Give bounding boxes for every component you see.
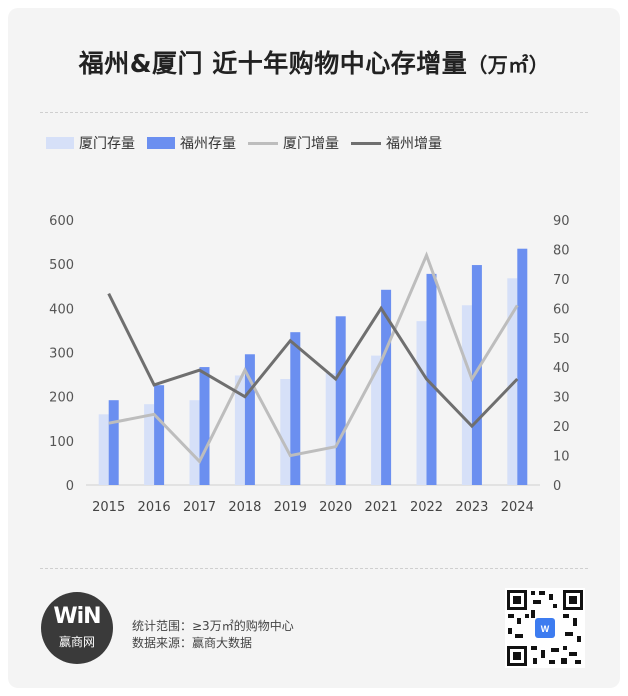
- right-axis-tick-label: 60: [553, 302, 570, 317]
- left-axis-tick-label: 0: [66, 479, 74, 494]
- left-axis-tick-label: 400: [49, 302, 74, 317]
- bar-xiamen-stock: [280, 379, 291, 485]
- legend-swatch-xiamen-increment: [248, 141, 278, 145]
- legend-item-fuzhou-stock: 福州存量: [147, 133, 236, 153]
- left-axis-tick-label: 500: [49, 258, 74, 273]
- bar-fuzhou-stock: [154, 385, 165, 485]
- right-axis-tick-label: 50: [553, 332, 570, 347]
- legend-swatch-xiamen-stock: [46, 137, 74, 149]
- legend-label-fuzhou-increment: 福州增量: [386, 136, 442, 152]
- legend-item-xiamen-increment: 厦门增量: [248, 133, 339, 153]
- right-axis-tick-label: 30: [553, 391, 570, 406]
- bar-xiamen-stock: [144, 404, 155, 485]
- right-axis-tick-label: 70: [553, 273, 570, 288]
- bar-fuzhou-stock: [517, 248, 528, 485]
- legend-item-fuzhou-increment: 福州增量: [351, 133, 442, 153]
- bar-fuzhou-stock: [290, 332, 301, 485]
- x-axis-tick-label: 2017: [183, 500, 216, 515]
- legend-label-fuzhou-stock: 福州存量: [180, 136, 236, 152]
- line-xiamen-increment: [108, 251, 519, 465]
- bar-fuzhou-stock: [426, 273, 437, 485]
- logo-mark: WiN: [53, 604, 101, 629]
- line-fuzhou-increment: [107, 292, 519, 429]
- bar-xiamen-stock: [325, 373, 336, 485]
- legend-swatch-fuzhou-stock: [147, 137, 175, 149]
- legend-label-xiamen-increment: 厦门增量: [283, 136, 339, 152]
- chart-legend: 厦门存量 福州存量 厦门增量 福州增量: [46, 133, 454, 153]
- bar-xiamen-stock: [234, 375, 245, 485]
- left-axis-tick-label: 100: [49, 435, 74, 450]
- legend-item-xiamen-stock: 厦门存量: [46, 133, 135, 153]
- legend-swatch-fuzhou-increment: [351, 141, 381, 145]
- bar-fuzhou-stock: [244, 354, 255, 485]
- bar-xiamen-stock: [371, 355, 382, 485]
- right-axis-tick-label: 80: [553, 243, 570, 258]
- bar-xiamen-stock: [189, 400, 200, 485]
- bar-fuzhou-stock: [471, 265, 482, 485]
- bar-fuzhou-stock: [335, 316, 346, 485]
- footer-scope: 统计范围：≥3万㎡的购物中心: [132, 619, 294, 633]
- bar-fuzhou-stock: [199, 367, 210, 485]
- bar-xiamen-stock: [416, 321, 427, 485]
- x-axis-tick-label: 2018: [228, 500, 261, 515]
- legend-label-xiamen-stock: 厦门存量: [79, 136, 135, 152]
- bar-xiamen-stock: [461, 305, 472, 485]
- footer-divider: [40, 568, 588, 569]
- footer-source: 数据来源：赢商大数据: [132, 636, 253, 650]
- title-divider: [40, 112, 588, 113]
- chart-title-unit: （万㎡）: [467, 53, 550, 77]
- footer-notes: 统计范围：≥3万㎡的购物中心 数据来源：赢商大数据: [132, 618, 294, 652]
- bar-xiamen-stock: [98, 414, 109, 485]
- right-axis-tick-label: 40: [553, 361, 570, 376]
- x-axis-tick-label: 2019: [274, 500, 307, 515]
- left-axis-tick-label: 300: [49, 347, 74, 362]
- left-axis-tick-label: 200: [49, 391, 74, 406]
- svg-text:W: W: [541, 624, 550, 634]
- chart-title-main: 福州&厦门 近十年购物中心存增量: [78, 49, 468, 78]
- x-axis-tick-label: 2016: [138, 500, 171, 515]
- x-axis-tick-label: 2015: [92, 500, 125, 515]
- chart-plot: 0 100 200 300 400 500 600 0 10 20 30 40 50 60 70 80 90 20…: [49, 214, 570, 515]
- winshang-logo: WiN 赢商网: [41, 592, 113, 664]
- x-axis-tick-label: 2024: [501, 500, 534, 515]
- bar-fuzhou-stock: [108, 400, 119, 485]
- x-axis-tick-label: 2023: [455, 500, 488, 515]
- right-axis-tick-label: 0: [553, 479, 561, 494]
- right-axis-tick-label: 20: [553, 420, 570, 435]
- qr-code-icon: W: [505, 588, 585, 668]
- x-axis-tick-label: 2022: [410, 500, 443, 515]
- logo-name: 赢商网: [58, 635, 95, 649]
- x-axis-tick-label: 2020: [319, 500, 352, 515]
- chart-title: 福州&厦门 近十年购物中心存增量（万㎡）: [0, 44, 628, 80]
- bar-fuzhou-stock: [381, 289, 392, 485]
- right-axis-tick-label: 90: [553, 214, 570, 229]
- right-axis-tick-label: 10: [553, 450, 570, 465]
- bar-xiamen-stock: [507, 278, 518, 485]
- left-axis-tick-label: 600: [49, 214, 74, 229]
- x-axis-tick-label: 2021: [365, 500, 398, 515]
